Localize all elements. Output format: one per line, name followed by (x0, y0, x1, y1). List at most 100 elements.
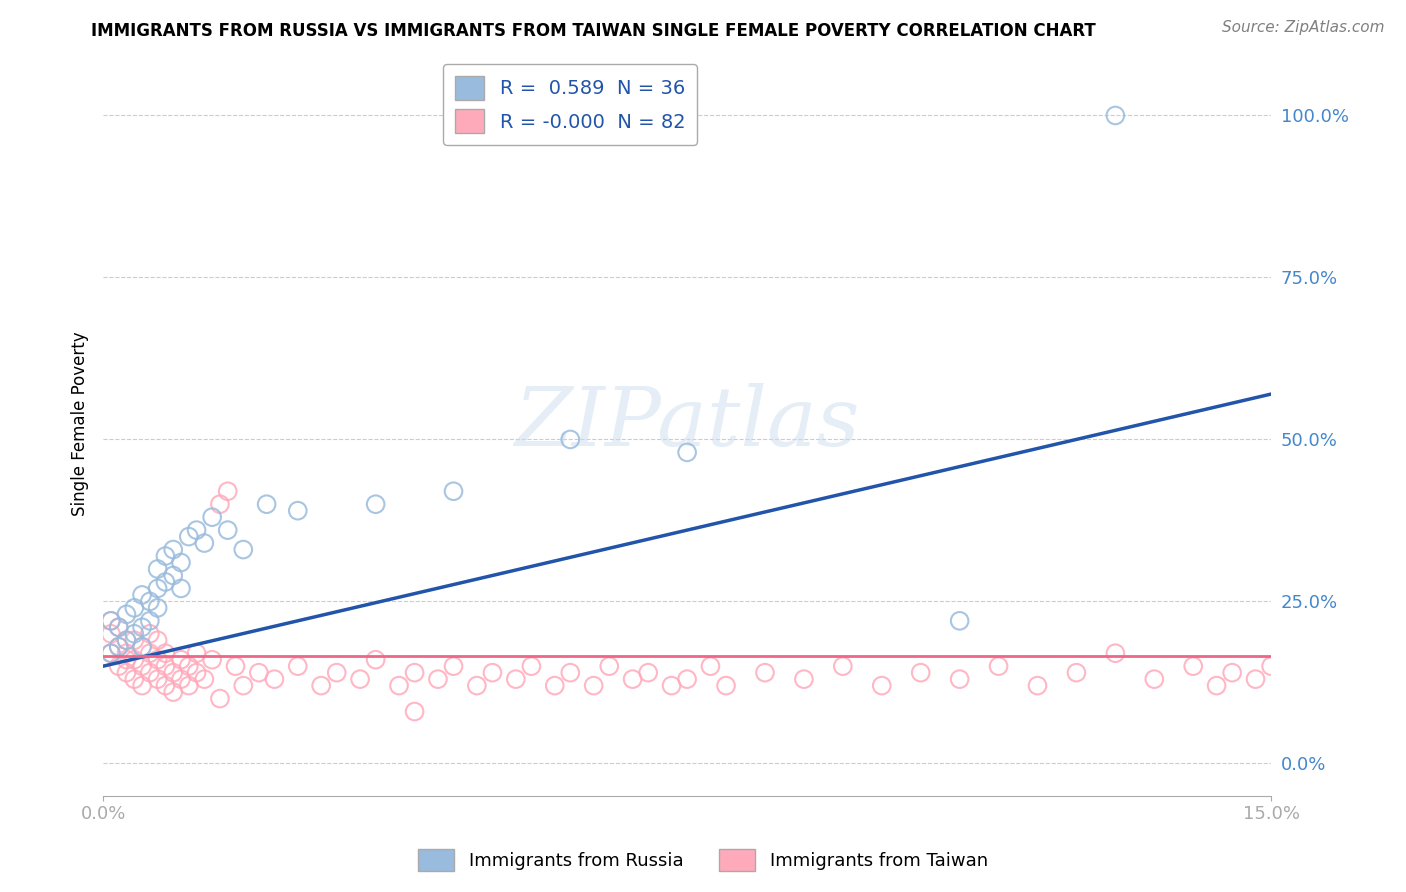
Text: Source: ZipAtlas.com: Source: ZipAtlas.com (1222, 20, 1385, 35)
Point (1104, 646, 1126, 660)
Point (115, 633, 138, 648)
Point (949, 614, 972, 628)
Point (146, 633, 169, 648)
Point (325, 665, 347, 680)
Point (949, 672, 972, 686)
Point (232, 542, 254, 557)
Point (100, 614, 122, 628)
Point (287, 659, 309, 673)
Legend: R =  0.589  N = 36, R = -0.000  N = 82: R = 0.589 N = 36, R = -0.000 N = 82 (443, 64, 697, 145)
Point (162, 685, 184, 699)
Point (1104, 108, 1126, 122)
Point (131, 588, 153, 602)
Point (1260, 659, 1282, 673)
Point (987, 659, 1010, 673)
Point (201, 510, 224, 524)
Point (560, 665, 582, 680)
Point (520, 659, 543, 673)
Point (201, 653, 224, 667)
Point (699, 659, 721, 673)
Point (582, 679, 605, 693)
Point (115, 653, 138, 667)
Point (1143, 672, 1166, 686)
Point (100, 627, 122, 641)
Point (115, 646, 138, 660)
Point (560, 433, 582, 447)
Point (139, 614, 162, 628)
Point (131, 679, 153, 693)
Point (139, 627, 162, 641)
Point (364, 653, 387, 667)
Point (208, 497, 231, 511)
Point (146, 653, 169, 667)
Point (107, 620, 129, 634)
Point (637, 665, 659, 680)
Point (131, 620, 153, 634)
Point (217, 484, 239, 499)
Point (1244, 672, 1267, 686)
Point (186, 523, 208, 537)
Point (124, 627, 146, 641)
Point (107, 640, 129, 654)
Point (170, 582, 193, 596)
Point (1026, 679, 1049, 693)
Point (232, 679, 254, 693)
Point (170, 653, 193, 667)
Point (162, 542, 184, 557)
Point (115, 633, 138, 648)
Point (146, 600, 169, 615)
Point (124, 672, 146, 686)
Point (364, 497, 387, 511)
Point (139, 646, 162, 660)
Point (404, 705, 426, 719)
Point (124, 600, 146, 615)
Point (465, 679, 488, 693)
Point (131, 640, 153, 654)
Point (505, 672, 527, 686)
Point (287, 504, 309, 518)
Point (224, 659, 246, 673)
Point (162, 568, 184, 582)
Point (186, 646, 208, 660)
Point (100, 614, 122, 628)
Point (481, 665, 503, 680)
Point (404, 665, 426, 680)
Point (676, 445, 699, 459)
Point (443, 484, 465, 499)
Point (443, 659, 465, 673)
Point (193, 536, 215, 550)
Point (170, 672, 193, 686)
Point (139, 665, 162, 680)
Point (256, 497, 278, 511)
Point (247, 665, 270, 680)
Point (107, 620, 129, 634)
Point (544, 679, 567, 693)
Point (115, 665, 138, 680)
Point (754, 665, 776, 680)
Point (177, 679, 200, 693)
Point (124, 633, 146, 648)
Point (1182, 659, 1205, 673)
Point (115, 607, 138, 622)
Point (131, 659, 153, 673)
Point (263, 672, 285, 686)
Point (309, 679, 332, 693)
Point (870, 679, 893, 693)
Point (388, 679, 411, 693)
Point (193, 672, 215, 686)
Legend: Immigrants from Russia, Immigrants from Taiwan: Immigrants from Russia, Immigrants from … (411, 842, 995, 879)
Point (661, 679, 683, 693)
Point (1066, 665, 1088, 680)
Point (598, 659, 620, 673)
Point (155, 549, 177, 563)
Point (831, 659, 853, 673)
Point (131, 640, 153, 654)
Point (146, 582, 169, 596)
Point (1205, 679, 1227, 693)
Point (107, 659, 129, 673)
Point (910, 665, 932, 680)
Point (124, 653, 146, 667)
Point (139, 594, 162, 608)
Point (1220, 665, 1243, 680)
Point (155, 574, 177, 589)
